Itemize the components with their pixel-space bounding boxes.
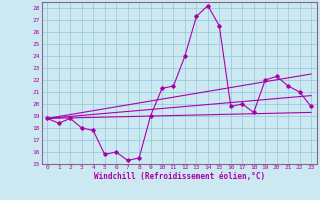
- X-axis label: Windchill (Refroidissement éolien,°C): Windchill (Refroidissement éolien,°C): [94, 172, 265, 181]
